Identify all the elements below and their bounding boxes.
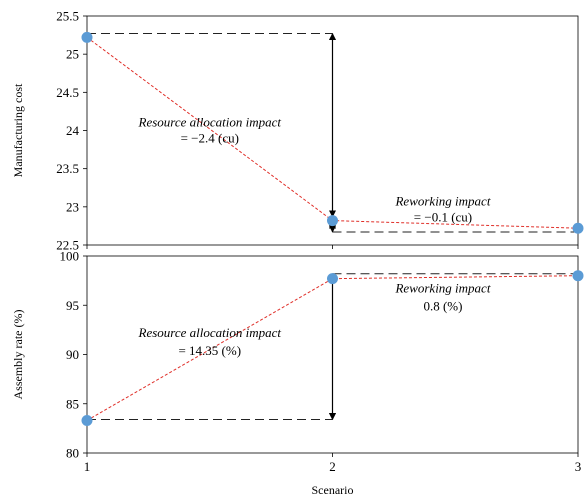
x-axis-title: Scenario [312,483,354,497]
data-point [81,31,93,43]
x-tick-label: 2 [329,459,336,474]
annotation-title: Resource allocation impact [138,115,282,130]
data-point [572,222,584,234]
y-tick-label: 95 [66,298,79,313]
y-tick-label: 90 [66,347,79,362]
y-tick-label: 23 [66,199,79,214]
annotation-value: = −0.1 (cu) [414,209,472,224]
x-tick-label: 3 [575,459,582,474]
annotation-title: Reworking impact [394,280,490,295]
y-tick-label: 100 [60,249,80,264]
y-axis-title: Assembly rate (%) [11,310,25,400]
data-point [327,215,338,227]
panel-1: 22.5 23 23.5 24 24.5 25 25.5 Manufacturing cost… [11,9,584,253]
annotation-title: Reworking impact [394,193,490,208]
y-tick-label: 85 [66,396,79,411]
y-tick-label: 25.5 [56,9,79,24]
annotation-value: = −2.4 (cu) [181,131,239,146]
y-tick-label: 25 [66,47,79,62]
series-line [86,275,579,421]
data-point [572,270,584,282]
y-tick-label: 24.5 [56,85,79,100]
annotation-title: Resource allocation impact [138,325,282,340]
y-tick-label: 24 [66,123,80,138]
y-tick-label: 22.5 [56,238,79,253]
x-tick-label: 1 [84,459,91,474]
y-axis-title: Manufacturing cost [11,83,25,177]
data-point [81,414,93,426]
annotation-value: = 14.35 (%) [178,343,241,358]
annotation-value: 0.8 (%) [423,298,462,313]
data-point [327,273,338,285]
y-tick-label: 23.5 [56,161,79,176]
panel-2: 80 85 90 95 100 1 2 3 Assembly rate (%) Scenario R… [11,249,584,497]
y-tick-label: 80 [66,446,79,461]
